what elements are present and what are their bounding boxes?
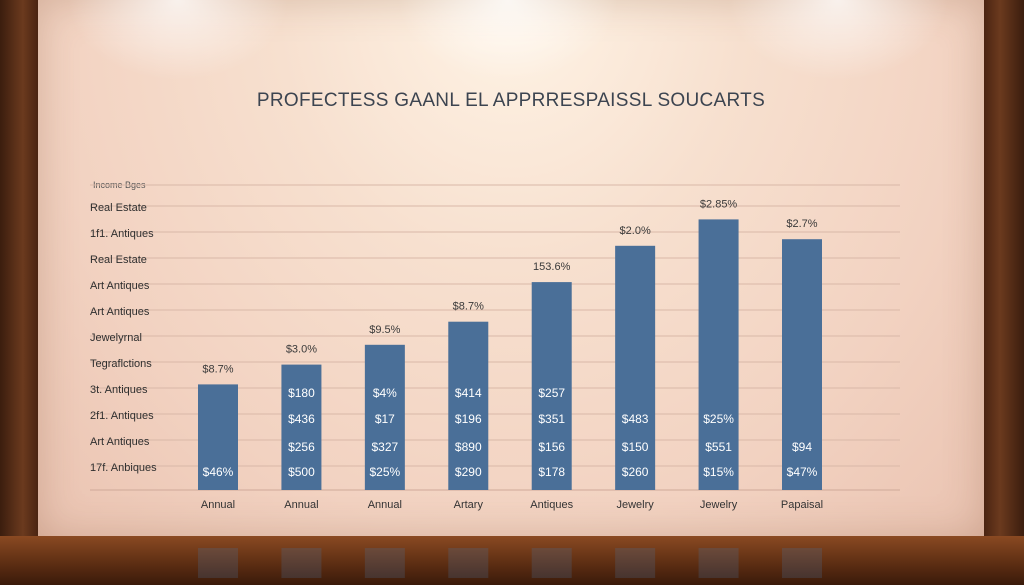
bar: [531, 282, 572, 490]
bar-inner-label: $290: [455, 465, 482, 479]
bar-top-label: $9.5%: [369, 324, 400, 336]
bar-inner-label: $94: [792, 440, 812, 454]
bar-inner-label: $327: [372, 440, 399, 454]
bar-inner-label: $500: [288, 465, 315, 479]
bar-reflection: [782, 548, 822, 578]
bar-top-label: $8.7%: [453, 301, 484, 313]
y-tick-label: 17f. Anbiques: [90, 462, 157, 474]
bar-inner-label: $256: [288, 440, 315, 454]
bar-inner-label: $178: [538, 465, 565, 479]
bar-inner-label: $25%: [370, 465, 401, 479]
bar-top-label: $2.85%: [700, 198, 738, 210]
bar-inner-label: $414: [455, 386, 482, 400]
x-tick-label: Jewelry: [616, 499, 654, 511]
bar-inner-label: $351: [538, 412, 565, 426]
bar-inner-label: $551: [705, 440, 732, 454]
y-tick-label: Tegraflctions: [90, 358, 152, 370]
bar-inner-label: $15%: [703, 465, 734, 479]
y-tick-label: Real Estate: [90, 202, 147, 214]
bar: [782, 239, 822, 490]
bar-reflection: [198, 548, 238, 578]
bar-reflection: [448, 548, 489, 578]
bar-inner-label: $890: [455, 440, 482, 454]
bar-inner-label: $150: [622, 440, 649, 454]
y-tick-label: Jewelyrnal: [90, 332, 142, 344]
bar-reflection: [531, 548, 572, 578]
y-tick-label: Art Antiques: [90, 306, 150, 318]
bar: [198, 384, 238, 490]
bar-top-label: 153.6%: [533, 261, 571, 273]
x-tick-label: Jewelry: [700, 499, 738, 511]
y-tick-label: Real Estate: [90, 254, 147, 266]
x-tick-label: Annual: [284, 499, 318, 511]
y-tick-label: 1f1. Antiques: [90, 228, 154, 240]
y-tick-label: 2f1. Antiques: [90, 410, 154, 422]
bar-inner-label: $17: [375, 412, 395, 426]
bar-inner-label: $180: [288, 386, 315, 400]
bar-top-label: $3.0%: [286, 344, 317, 356]
y-tick-label: Art Antiques: [90, 436, 150, 448]
bar-inner-label: $196: [455, 412, 482, 426]
bar: [448, 321, 489, 490]
x-tick-label: Antiques: [530, 499, 573, 511]
bar-inner-label: $260: [622, 465, 649, 479]
bar: [364, 344, 405, 490]
bar-inner-label: $47%: [787, 465, 818, 479]
y-tick-label: Art Antiques: [90, 280, 150, 292]
bar-inner-label: $4%: [373, 386, 397, 400]
stage-floor: [0, 536, 1024, 585]
bar-reflection: [281, 548, 322, 578]
bar-inner-label: $25%: [703, 412, 734, 426]
bar-inner-label: $436: [288, 412, 315, 426]
x-tick-label: Annual: [368, 499, 402, 511]
x-tick-label: Annual: [201, 499, 235, 511]
bar: [615, 245, 656, 490]
bar-reflection: [698, 548, 739, 578]
chart-title: PROFECTESS GAANL EL APPRRESPAISSL SOUCAR…: [256, 90, 766, 111]
bar-inner-label: $483: [622, 412, 649, 426]
x-tick-label: Artary: [454, 499, 484, 511]
bar-inner-label: $46%: [203, 465, 234, 479]
x-tick-label: Papaisal: [781, 499, 823, 511]
bar-inner-label: $257: [538, 386, 565, 400]
bar-top-label: $8.7%: [202, 363, 233, 375]
bar-top-label: $2.0%: [620, 225, 651, 237]
wood-panel-right: [984, 0, 1024, 540]
bar-reflection: [615, 548, 656, 578]
bar-top-label: $2.7%: [786, 218, 817, 230]
bar-inner-label: $156: [538, 440, 565, 454]
y-tick-label: 3t. Antiques: [90, 384, 148, 396]
bar: [281, 364, 322, 490]
bar-reflection: [364, 548, 405, 578]
wood-panel-left: [0, 0, 38, 540]
bar: [698, 219, 739, 490]
